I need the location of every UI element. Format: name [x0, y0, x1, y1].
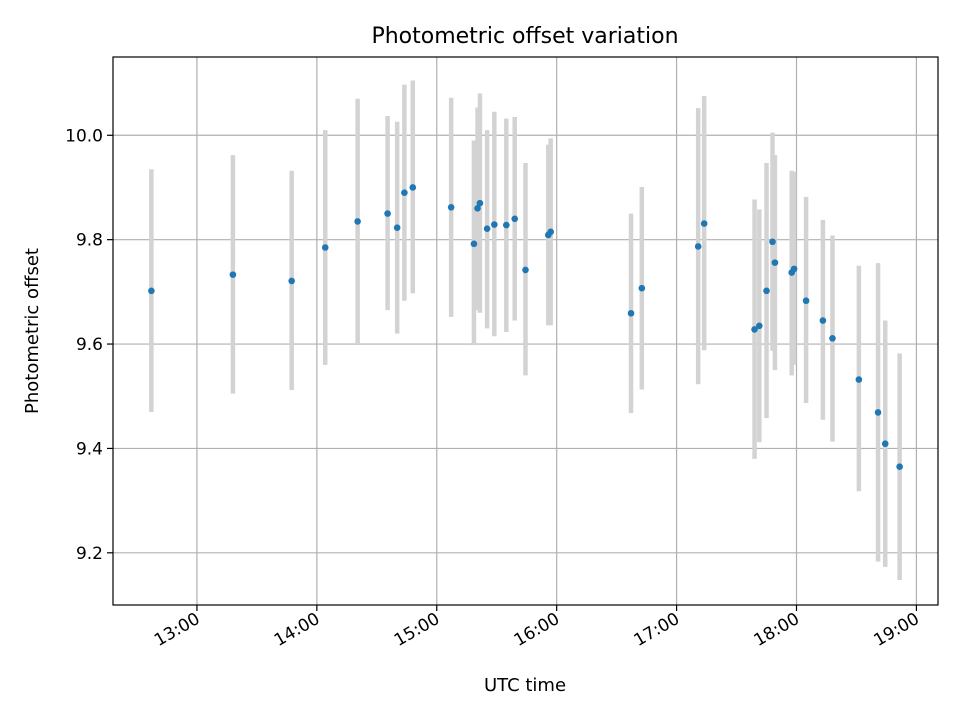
y-tick-layer: 9.2 9.4 9.6 9.8 10.0 — [65, 126, 113, 564]
plot-frame — [112, 56, 939, 606]
data-point — [819, 317, 827, 324]
data-point — [288, 277, 295, 285]
data-point — [829, 335, 836, 342]
point-layer — [148, 184, 903, 470]
data-point — [751, 326, 758, 333]
y-tick-label: 9.4 — [76, 439, 103, 459]
data-point — [763, 287, 770, 295]
y-tick-label: 9.2 — [76, 544, 103, 564]
data-point — [491, 221, 498, 228]
y-tick-label: 10.0 — [65, 126, 103, 146]
data-point — [855, 376, 863, 383]
data-point — [483, 225, 491, 233]
data-point — [522, 266, 529, 274]
data-point — [401, 189, 408, 196]
data-point — [694, 243, 702, 250]
x-axis-label: UTC time — [484, 675, 566, 696]
data-point — [756, 322, 763, 330]
data-point — [409, 184, 417, 191]
data-point — [771, 259, 779, 266]
data-point — [470, 240, 478, 248]
data-point — [511, 215, 519, 223]
data-point — [503, 221, 510, 229]
y-axis-label: Photometric offset — [22, 248, 43, 414]
data-point — [384, 210, 391, 217]
data-point — [638, 284, 646, 292]
data-point — [447, 204, 455, 211]
data-point — [354, 218, 361, 225]
data-point — [769, 238, 776, 246]
data-point — [700, 220, 708, 227]
data-point — [393, 224, 401, 231]
data-point — [321, 244, 329, 251]
data-point — [790, 265, 798, 273]
y-tick-label: 9.8 — [76, 231, 103, 251]
data-point — [148, 287, 155, 295]
data-point — [474, 205, 481, 212]
data-point — [874, 409, 882, 416]
chart-title: Photometric offset variation — [371, 24, 678, 49]
data-point — [881, 440, 889, 448]
y-tick-label: 9.6 — [76, 335, 103, 355]
data-point — [476, 199, 484, 207]
data-point — [627, 309, 635, 317]
data-point — [896, 463, 903, 470]
data-point — [229, 271, 237, 278]
data-point — [547, 228, 554, 236]
data-point — [802, 297, 810, 305]
